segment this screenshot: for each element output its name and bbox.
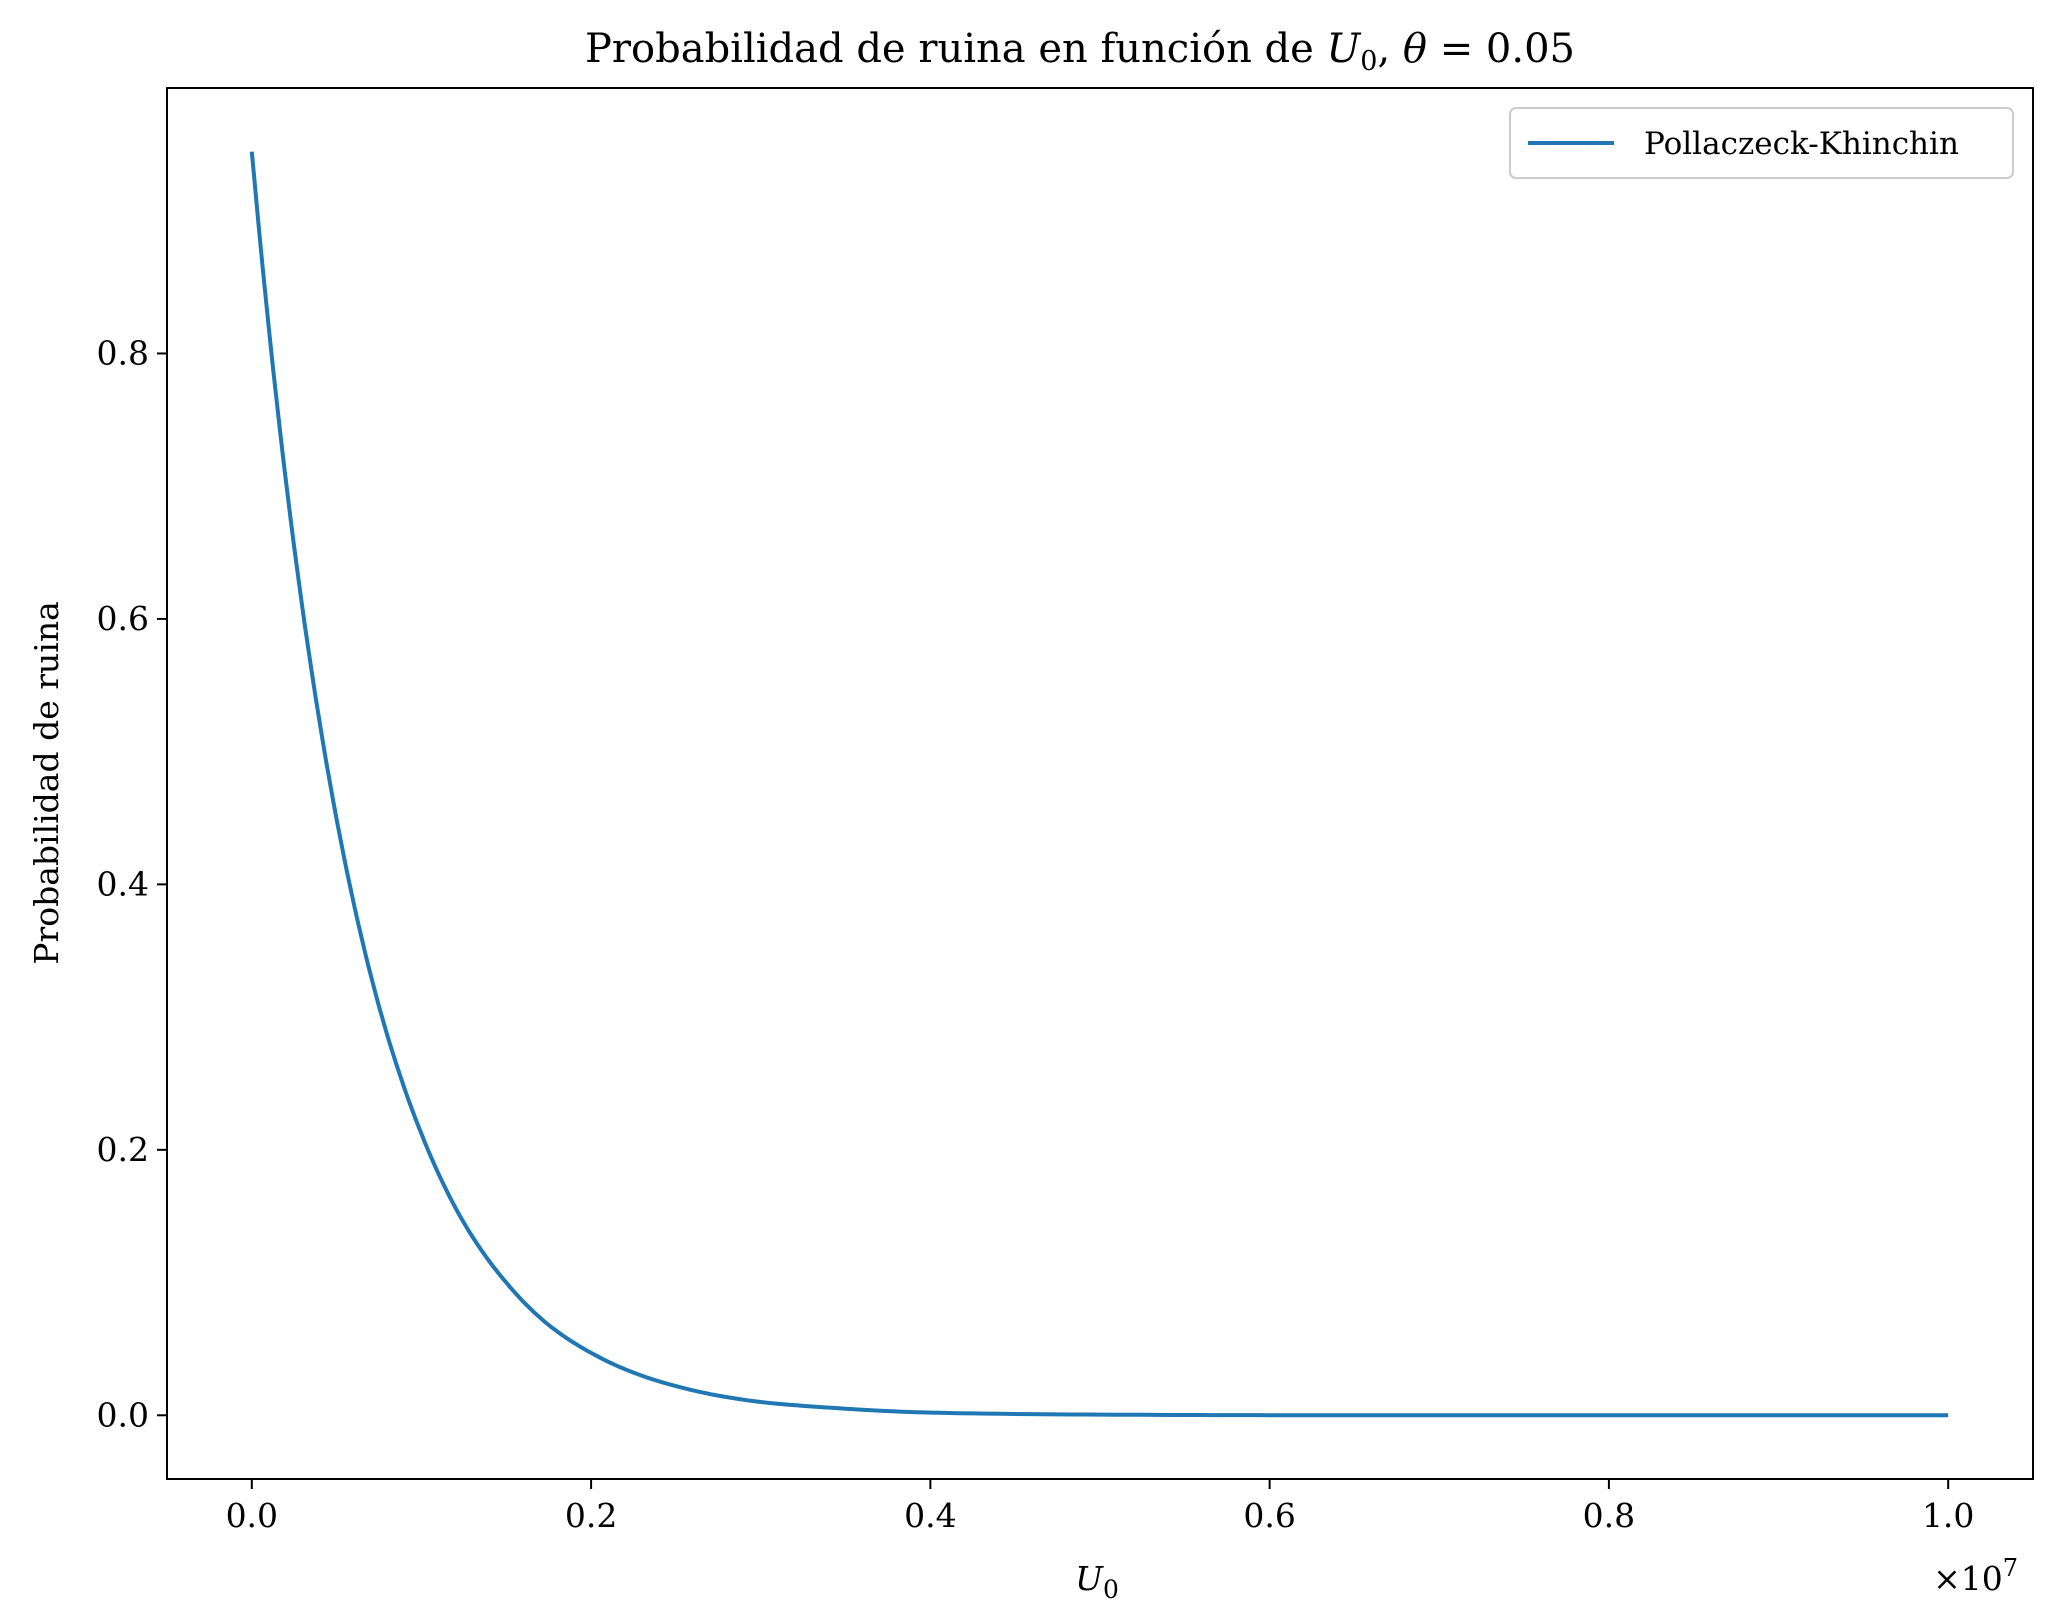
series-layer bbox=[249, 151, 1949, 1418]
x-axis-multiplier: ×107 bbox=[1933, 1554, 2018, 1598]
x-axis-label: U0 bbox=[1075, 1559, 1119, 1604]
y-axis: 0.0 0.2 0.4 0.6 0.8 bbox=[97, 333, 167, 1434]
y-axis-label: Probabilidad de ruina bbox=[27, 601, 66, 965]
x-tick-label: 0.2 bbox=[565, 1496, 617, 1535]
y-tick-label: 0.8 bbox=[97, 333, 149, 372]
x-tick-label: 1.0 bbox=[1922, 1496, 1974, 1535]
x-tick-label: 0.0 bbox=[226, 1496, 278, 1535]
x-tick-label: 0.8 bbox=[1583, 1496, 1635, 1535]
legend-box bbox=[1509, 107, 2014, 179]
x-axis: 0.0 0.2 0.4 0.6 0.8 1.0 bbox=[226, 1479, 1974, 1535]
x-tick-label: 0.4 bbox=[904, 1496, 956, 1535]
legend-label: Pollaczeck-Khinchin bbox=[1644, 126, 1959, 162]
legend: Pollaczeck-Khinchin bbox=[1509, 107, 2014, 179]
y-tick-label: 0.2 bbox=[97, 1130, 149, 1169]
y-tick-label: 0.4 bbox=[97, 864, 149, 903]
y-tick-label: 0.6 bbox=[97, 599, 149, 638]
chart-title: Probabilidad de ruina en función de U0, … bbox=[585, 26, 1575, 77]
x-tick-label: 0.6 bbox=[1243, 1496, 1295, 1535]
plot-area bbox=[166, 87, 2034, 1480]
series-line bbox=[249, 151, 1949, 1418]
y-tick-label: 0.0 bbox=[97, 1395, 149, 1434]
